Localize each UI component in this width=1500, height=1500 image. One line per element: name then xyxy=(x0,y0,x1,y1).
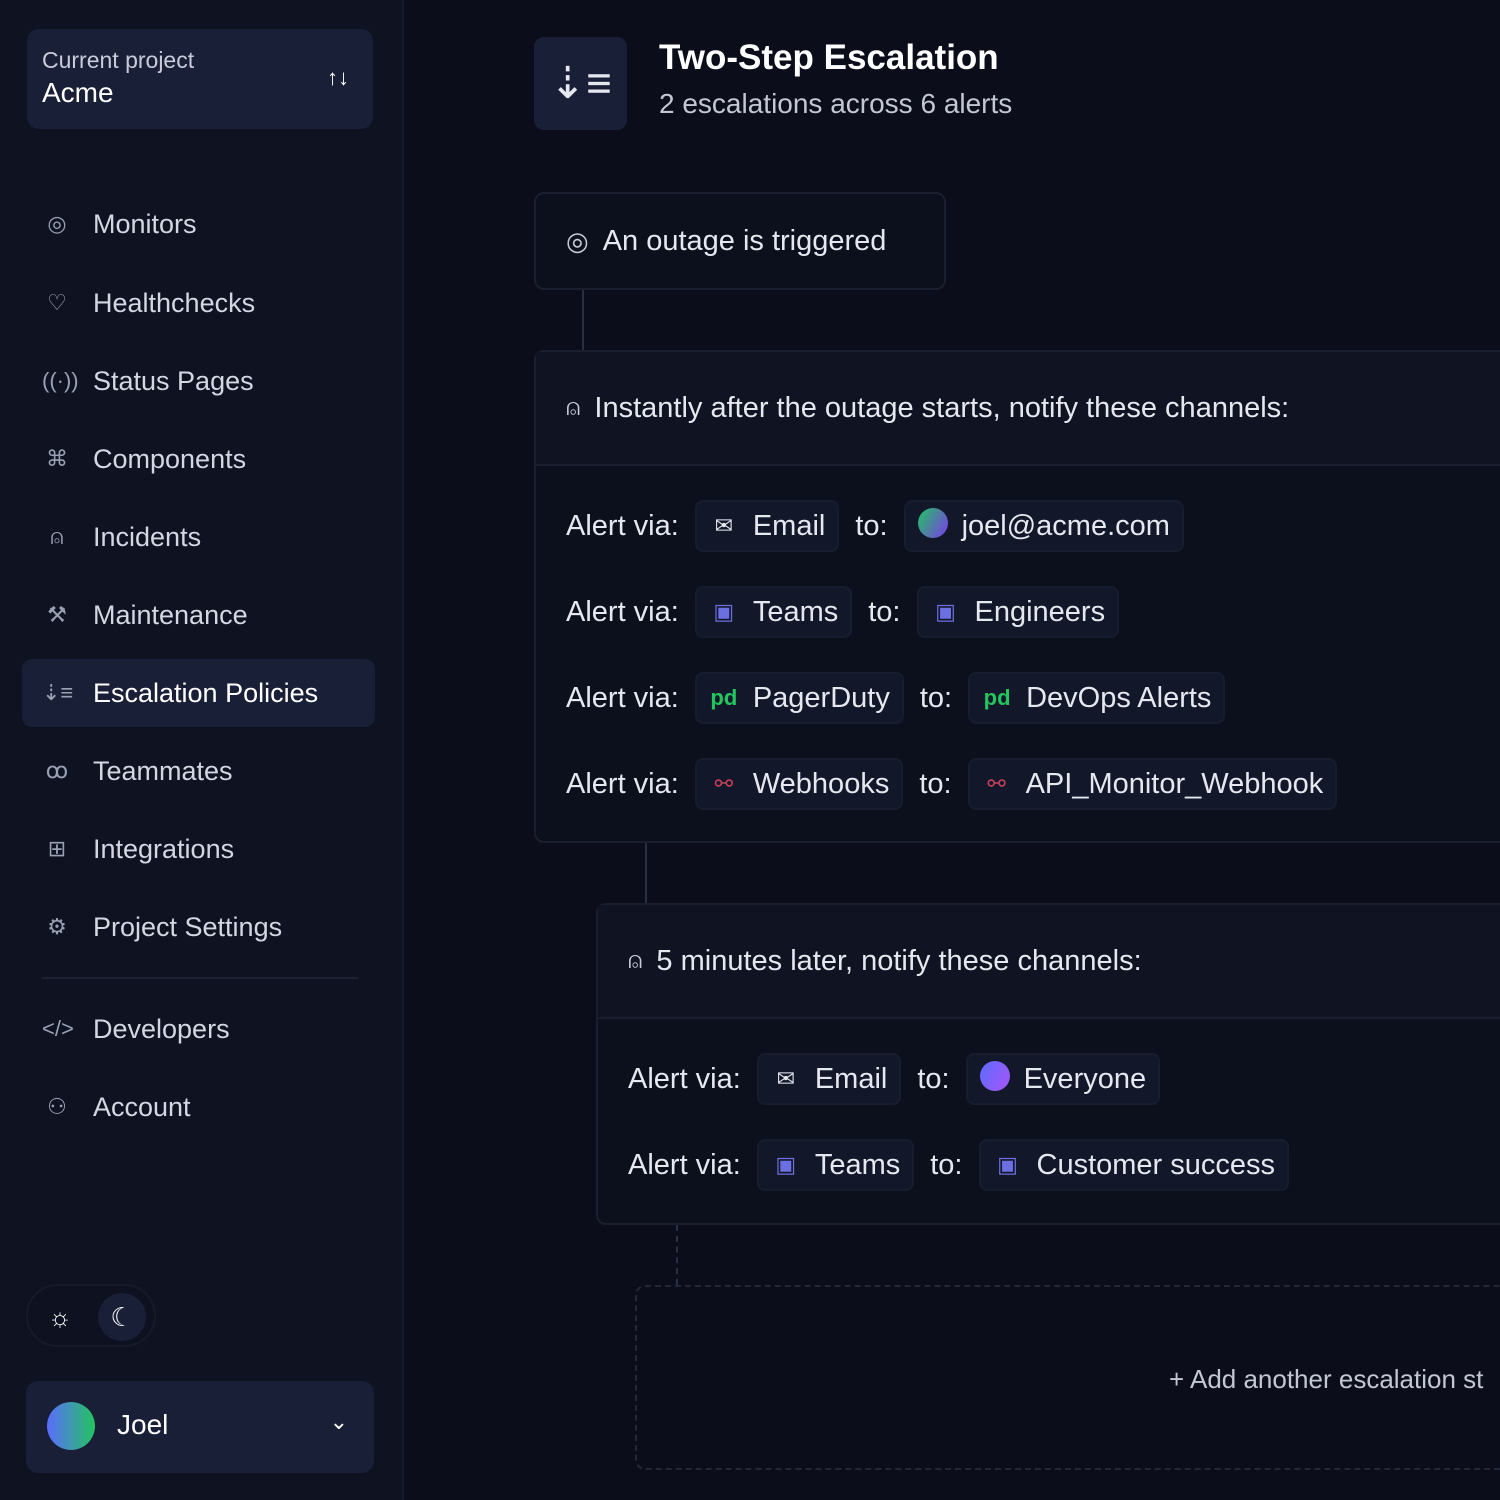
sidebar-item-monitors[interactable]: ◎ Monitors xyxy=(22,190,375,258)
code-icon: </> xyxy=(42,1016,74,1041)
envelope-icon: ✉ xyxy=(776,1066,796,1091)
avatar xyxy=(47,1402,95,1450)
group-avatar-icon xyxy=(979,1061,1010,1097)
channel-chip[interactable]: pd PagerDuty xyxy=(694,672,904,724)
escalation-step-2: ⍝ 5 minutes later, notify these channels:… xyxy=(596,903,1500,1225)
heart-pulse-icon: ♡ xyxy=(47,290,67,315)
teams-icon: ▣ xyxy=(775,1152,797,1177)
user-menu[interactable]: Joel ⌄ xyxy=(26,1381,374,1473)
channel-chip[interactable]: ⚯ Webhooks xyxy=(694,758,904,810)
project-label: Current project xyxy=(42,47,195,73)
sidebar-item-account[interactable]: ⚇ Account xyxy=(22,1073,375,1141)
teams-icon: ▣ xyxy=(935,599,956,624)
project-name: Acme xyxy=(42,77,114,108)
teams-icon: ▣ xyxy=(997,1152,1018,1177)
connector xyxy=(582,290,584,350)
alert-row: Alert via: ✉ Email to: joel@acme.com xyxy=(566,500,1184,552)
sidebar-item-status-pages[interactable]: ((·)) Status Pages xyxy=(42,365,254,396)
chevron-down-icon: ⌄ xyxy=(329,1409,348,1434)
trigger-card: ◎ An outage is triggered xyxy=(534,192,946,290)
channel-chip[interactable]: ✉ Email xyxy=(694,500,840,552)
sidebar-item-integrations[interactable]: ⊞ Integrations xyxy=(22,815,375,883)
moon-icon[interactable]: ☾ xyxy=(98,1293,146,1341)
alert-row: Alert via: ✉ Email to: Everyone xyxy=(628,1053,1161,1105)
pagerduty-icon: pd xyxy=(983,685,1011,710)
switch-arrows-icon: ↑↓ xyxy=(327,65,349,90)
add-escalation-step-button[interactable]: + Add another escalation st xyxy=(635,1285,1500,1470)
channel-chip[interactable]: ▣ Teams xyxy=(756,1139,915,1191)
user-icon: ⚇ xyxy=(47,1094,67,1119)
puzzle-icon: ⌘ xyxy=(46,446,68,471)
project-switcher[interactable]: Current project Acme ↑↓ xyxy=(27,29,373,129)
sidebar-item-components[interactable]: ⌘ Components xyxy=(22,425,375,493)
recipient-chip[interactable]: Everyone xyxy=(965,1053,1161,1105)
connector-dashed xyxy=(676,1225,678,1285)
integrations-icon: ⊞ xyxy=(47,836,67,861)
recipient-chip[interactable]: ▣ Engineers xyxy=(916,586,1120,638)
broadcast-icon: ((·)) xyxy=(42,368,79,393)
escalation-icon: ⇣≡ xyxy=(42,680,74,705)
target-icon: ◎ xyxy=(566,225,589,256)
alert-row: Alert via: ▣ Teams to: ▣ Engineers xyxy=(566,586,1120,638)
user-name: Joel xyxy=(117,1409,169,1440)
teams-icon: ▣ xyxy=(713,599,735,624)
sidebar-item-escalation-policies[interactable]: ⇣≡ Escalation Policies xyxy=(22,659,375,727)
pagerduty-icon: pd xyxy=(710,685,738,710)
sidebar-item-developers[interactable]: </> Developers xyxy=(42,1013,230,1044)
sidebar-item-project-settings[interactable]: ⚙ Project Settings xyxy=(22,893,375,961)
escalation-policy-icon: ⇣≡ xyxy=(534,37,627,130)
page-subtitle: 2 escalations across 6 alerts xyxy=(659,88,1013,119)
sidebar-item-teammates[interactable]: ꝏ Teammates xyxy=(22,737,375,805)
sidebar-item-healthchecks[interactable]: ♡ Healthchecks xyxy=(22,269,375,337)
wrench-icon: ⚒ xyxy=(47,602,67,627)
escalation-step-1: ⍝ Instantly after the outage starts, noti… xyxy=(534,350,1500,843)
alert-row: Alert via: pd PagerDuty to: pd DevOps Alerts xyxy=(566,672,1226,724)
channel-chip[interactable]: ✉ Email xyxy=(756,1053,902,1105)
divider xyxy=(42,977,358,979)
recipient-chip[interactable]: joel@acme.com xyxy=(903,500,1184,552)
webhook-icon: ⚯ xyxy=(987,771,1006,796)
sidebar-item-incidents[interactable]: ⍝ Incidents xyxy=(22,503,375,571)
gear-icon: ⚙ xyxy=(47,914,67,939)
sidebar: Current project Acme ↑↓ ◎ Monitors ♡ Healt… xyxy=(0,0,404,1500)
webhook-icon: ⚯ xyxy=(714,771,734,796)
channel-chip[interactable]: ▣ Teams xyxy=(694,586,853,638)
step-heading: ⍝ 5 minutes later, notify these channels: xyxy=(598,905,1500,1019)
alert-row: Alert via: ▣ Teams to: ▣ Customer success xyxy=(628,1139,1290,1191)
sun-icon[interactable]: ☼ xyxy=(48,1301,72,1332)
users-icon: ꝏ xyxy=(45,758,69,783)
user-avatar-icon xyxy=(917,508,948,544)
theme-toggle[interactable]: ☼ ☾ xyxy=(26,1284,156,1347)
sidebar-item-maintenance[interactable]: ⚒ Maintenance xyxy=(22,581,375,649)
recipient-chip[interactable]: ⚯ API_Monitor_Webhook xyxy=(967,758,1338,810)
connector xyxy=(645,843,647,903)
recipient-chip[interactable]: pd DevOps Alerts xyxy=(968,672,1226,724)
globe-icon: ◎ xyxy=(47,211,67,236)
step-heading: ⍝ Instantly after the outage starts, noti… xyxy=(536,352,1500,466)
siren-icon: ⍝ xyxy=(566,394,581,421)
recipient-chip[interactable]: ▣ Customer success xyxy=(978,1139,1290,1191)
siren-icon: ⍝ xyxy=(50,524,64,549)
envelope-icon: ✉ xyxy=(714,513,734,538)
page-title: Two-Step Escalation xyxy=(659,38,999,77)
alert-row: Alert via: ⚯ Webhooks to: ⚯ API_Monitor_Webho… xyxy=(566,758,1338,810)
siren-icon: ⍝ xyxy=(628,947,643,974)
